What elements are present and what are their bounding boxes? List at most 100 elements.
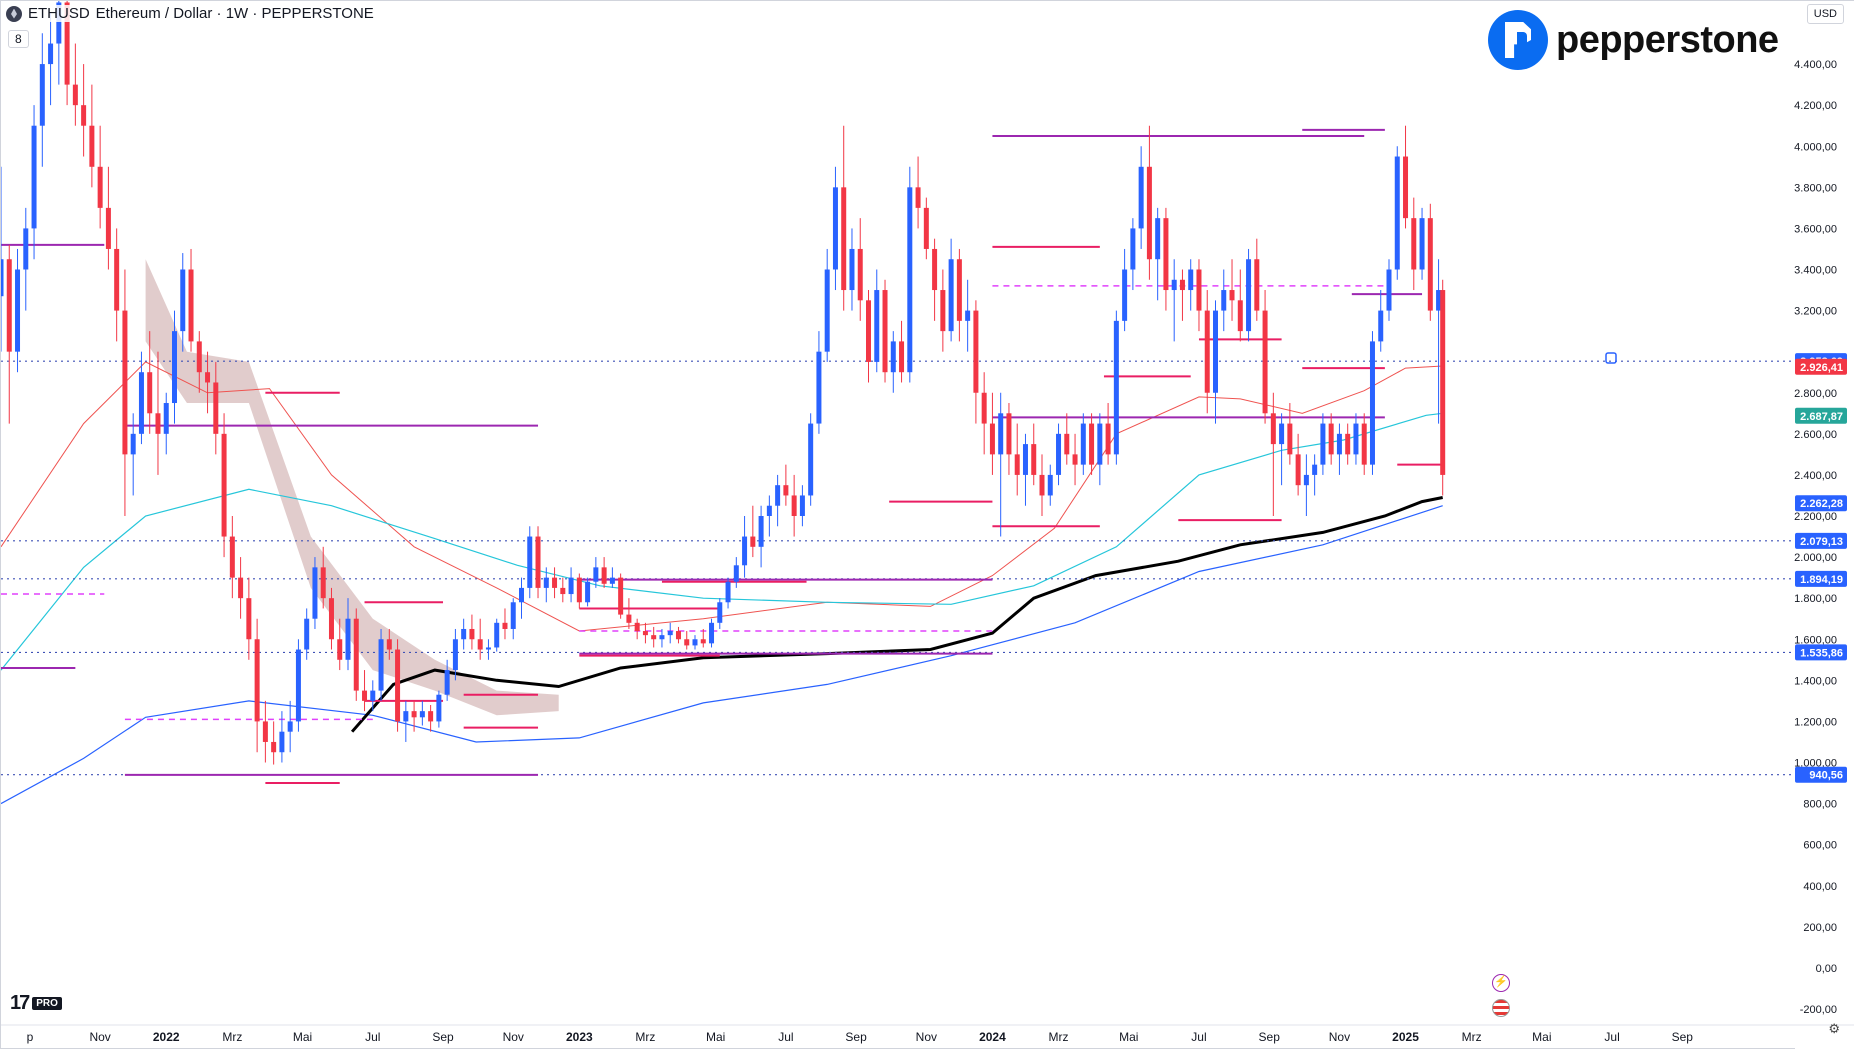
candle-down	[97, 166, 103, 208]
y-tick-label: 600,00	[1803, 840, 1837, 852]
y-tick-label: 0,00	[1816, 963, 1837, 975]
x-tick-label: Nov	[1329, 1030, 1350, 1044]
candle-down	[700, 639, 706, 644]
y-tick-label: 3.800,00	[1794, 182, 1837, 194]
candle-down	[915, 187, 921, 208]
candle-up	[890, 341, 896, 373]
candle-down	[155, 413, 161, 434]
candle-up	[295, 649, 301, 722]
candle-down	[1039, 474, 1045, 496]
us-flag-icon[interactable]	[1492, 999, 1510, 1017]
x-tick-label: Mai	[1119, 1030, 1138, 1044]
lightning-icon[interactable]: ⚡	[1492, 974, 1510, 992]
y-tick-label: 1.800,00	[1794, 593, 1837, 605]
candle-up	[1171, 279, 1177, 291]
candle-down	[1089, 423, 1095, 465]
price-axis	[1795, 1, 1854, 1050]
candle-down	[238, 577, 244, 599]
candle-up	[436, 694, 442, 722]
candle-up	[312, 567, 318, 619]
price-label: 2.262,28	[1800, 498, 1843, 510]
candle-down	[1064, 433, 1070, 455]
candle-up	[1047, 474, 1053, 496]
candle-up	[1213, 310, 1218, 393]
y-tick-label: 1.200,00	[1794, 716, 1837, 728]
x-tick-label: 2025	[1392, 1030, 1419, 1044]
price-label: 2.926,41	[1800, 362, 1843, 374]
candle-up	[510, 602, 516, 629]
x-tick-label: 2024	[979, 1030, 1006, 1044]
candle-up	[130, 433, 136, 455]
candle-up	[494, 622, 500, 648]
candle-down	[750, 536, 756, 547]
candle-up	[527, 536, 533, 588]
candle-up	[775, 485, 781, 506]
candle-down	[1361, 423, 1367, 465]
y-tick-label: 1.600,00	[1794, 634, 1837, 646]
x-tick-label: Nov	[916, 1030, 937, 1044]
candle-down	[576, 577, 582, 603]
settings-icon[interactable]: ⚙	[1828, 1021, 1840, 1036]
candle-up	[1279, 423, 1285, 445]
candle-up	[304, 618, 310, 650]
y-tick-label: 800,00	[1803, 799, 1837, 811]
candle-down	[1262, 310, 1268, 414]
x-tick-label: Sep	[1672, 1030, 1694, 1044]
candle-up	[1155, 218, 1161, 260]
candle-down	[1072, 454, 1078, 465]
candle-up	[1221, 290, 1227, 311]
candle-up	[874, 290, 880, 362]
crosshair-marker	[1605, 352, 1617, 364]
candle-down	[196, 341, 202, 373]
candle-down	[626, 614, 632, 623]
candle-up	[403, 711, 409, 722]
y-tick-label: 1.000,00	[1794, 758, 1837, 770]
candle-down	[783, 485, 789, 496]
currency-button[interactable]: USD	[1806, 4, 1844, 24]
candle-down	[229, 536, 235, 578]
x-tick-label: Nov	[89, 1030, 110, 1044]
tradingview-watermark[interactable]: 17 PRO	[10, 992, 62, 1015]
x-tick-label: Sep	[432, 1030, 454, 1044]
candle-down	[940, 290, 946, 332]
x-tick-label: Jul	[778, 1030, 793, 1044]
candle-up	[163, 403, 169, 434]
candle-up	[138, 372, 144, 434]
y-tick-label: 2.400,00	[1794, 470, 1837, 482]
indicator-badge[interactable]: 8	[8, 30, 29, 48]
candle-up	[692, 639, 698, 646]
candle-up	[279, 731, 285, 753]
price-label-box	[1795, 358, 1847, 375]
y-tick-label: 2.200,00	[1794, 511, 1837, 523]
x-tick-label: Nov	[503, 1030, 524, 1044]
ethereum-icon	[6, 5, 22, 22]
candle-up	[345, 618, 351, 660]
candle-up	[485, 647, 491, 650]
candle-up	[1056, 433, 1062, 475]
candle-up	[444, 670, 450, 695]
y-tick-label: 3.200,00	[1794, 306, 1837, 318]
bear-cloud	[145, 259, 559, 716]
candle-up	[1436, 290, 1442, 311]
candle-up	[659, 635, 665, 640]
x-tick-label: Jul	[365, 1030, 380, 1044]
candle-up	[948, 259, 954, 332]
y-tick-label: 1.400,00	[1794, 675, 1837, 687]
candle-down	[1105, 423, 1111, 455]
candle-up	[452, 639, 458, 671]
candle-up	[378, 639, 384, 691]
candle-down	[262, 721, 268, 742]
y-tick-label: 4.000,00	[1794, 141, 1837, 153]
candle-up	[172, 331, 177, 404]
symbol-label[interactable]: ETHUSD	[28, 5, 90, 22]
candle-down	[973, 310, 979, 393]
candle-up	[1113, 320, 1119, 455]
candle-down	[320, 567, 326, 599]
candle-down	[560, 587, 566, 595]
candle-down	[923, 207, 929, 249]
candle-up	[1303, 474, 1309, 486]
candle-down	[634, 622, 640, 632]
candle-up	[568, 577, 574, 595]
